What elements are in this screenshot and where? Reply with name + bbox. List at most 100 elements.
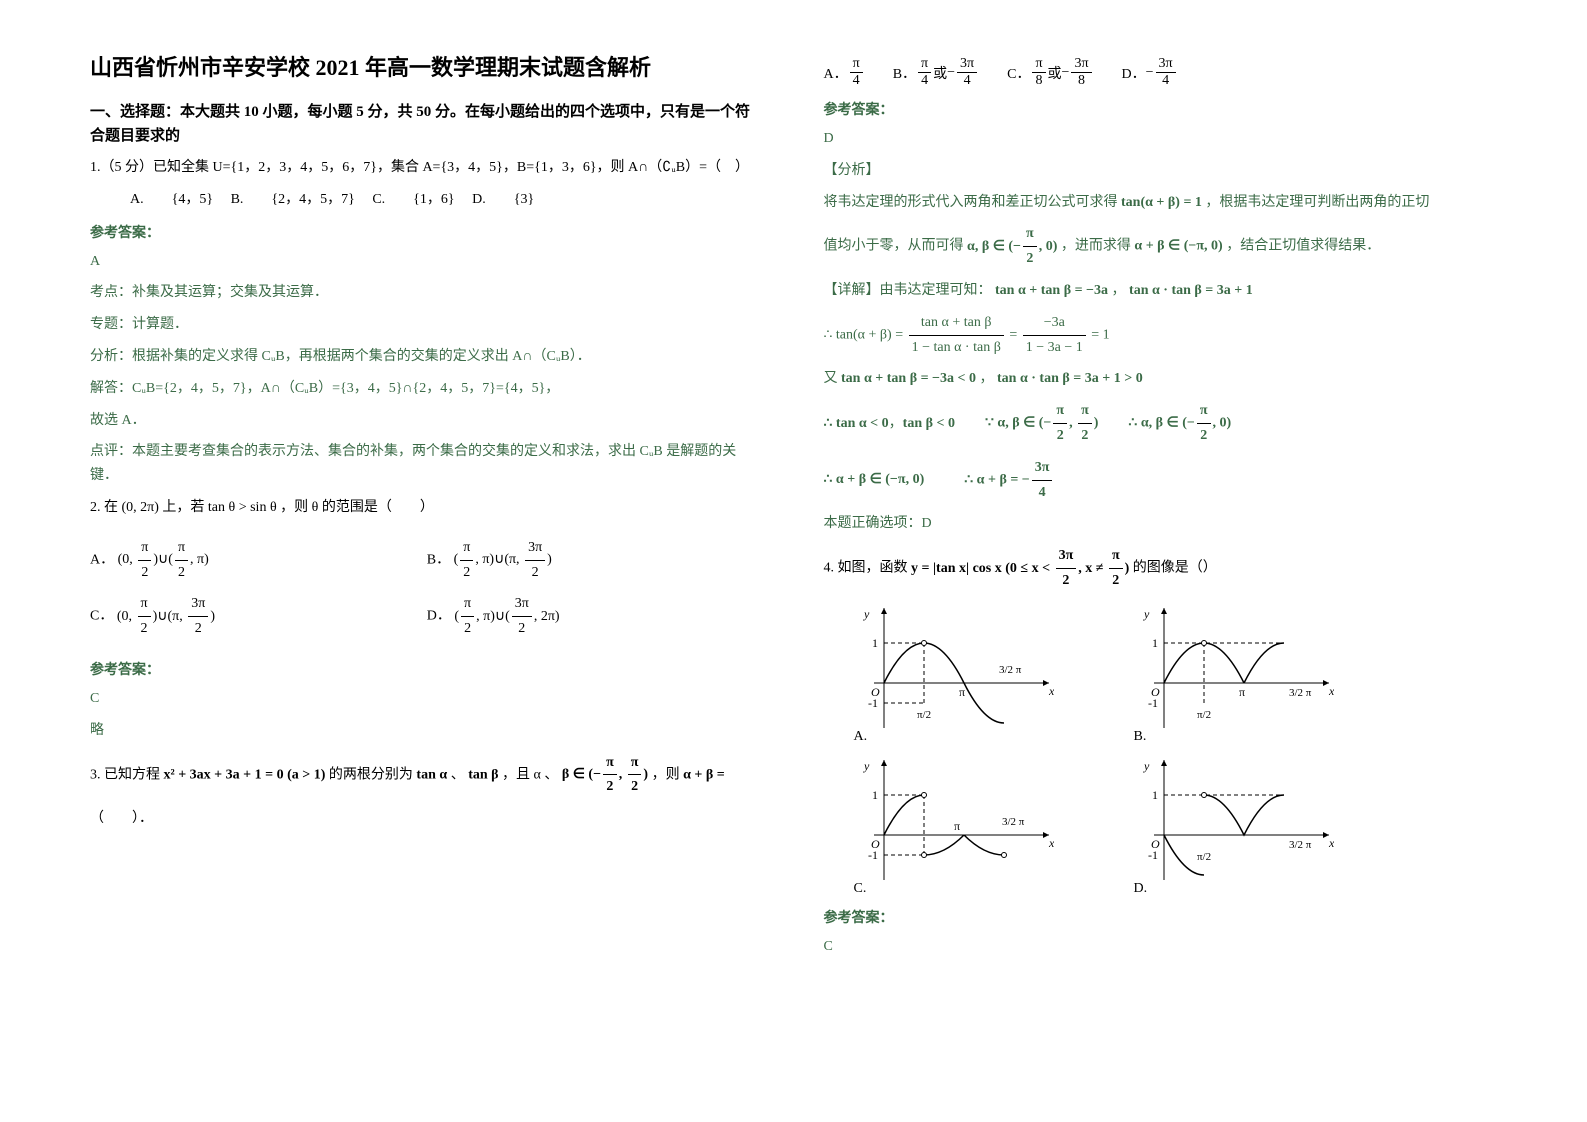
q3-l2c: ，结合正切值求得结果． bbox=[1226, 239, 1380, 254]
q2-options: A． (0, π2)∪(π2, π) C． (0, π2)∪(π, 3π2) B… bbox=[90, 528, 764, 649]
q3-t2: tan β bbox=[468, 767, 498, 782]
q3-eq3: = 1 bbox=[1091, 327, 1109, 342]
q2-answer: C bbox=[90, 687, 764, 711]
q3-abin: α, β ∈ (−π2, 0) bbox=[967, 239, 1057, 254]
q3-l8: 本题正确选项：D bbox=[824, 512, 1498, 536]
q2-opt-b: B． (π2, π)∪(π, 3π2) bbox=[427, 536, 764, 585]
q2-a-math: (0, π2)∪(π2, π) bbox=[118, 552, 209, 567]
svg-text:-1: -1 bbox=[1148, 848, 1158, 862]
q1-opt-c: C. {1，6} bbox=[372, 192, 454, 207]
svg-text:π/2: π/2 bbox=[917, 709, 931, 721]
q3-b-or: 或 bbox=[933, 63, 947, 83]
q2-note: 略 bbox=[90, 719, 764, 743]
q3-l5: 又 tan α + tan β = −3a < 0 ， tan α · tan … bbox=[824, 367, 1498, 391]
q3-fx: 【分析】 bbox=[824, 159, 1498, 183]
q3-e: α 、 bbox=[534, 767, 559, 782]
q3-l7: ∴ α + β ∈ (−π, 0) ∴ α + β = −3π4 bbox=[824, 456, 1498, 505]
svg-text:x: x bbox=[1328, 684, 1334, 698]
svg-text:y: y bbox=[863, 759, 870, 773]
q2-d-label: D． bbox=[427, 609, 451, 624]
q3-eq: x² + 3ax + 3a + 1 = 0 (a > 1) bbox=[164, 767, 326, 782]
svg-text:π/2: π/2 bbox=[1197, 851, 1211, 863]
q3-l5prod: tan α · tan β = 3a + 1 > 0 bbox=[997, 371, 1143, 386]
q1-l2: 专题：计算题． bbox=[90, 313, 764, 337]
q3-answer: D bbox=[824, 127, 1498, 151]
q3-l5sum: tan α + tan β = −3a < 0 bbox=[841, 371, 976, 386]
q2-opt-a: A． (0, π2)∪(π2, π) bbox=[90, 536, 427, 585]
q3-d-lbl: D． bbox=[1122, 63, 1146, 83]
q3-a-lbl: A． bbox=[824, 63, 848, 83]
chart-b: y x O 1 -1 π/2 π 3/2 π bbox=[1134, 603, 1334, 733]
part1-heading: 一、选择题：本大题共 10 小题，每小题 5 分，共 50 分。在每小题给出的四… bbox=[90, 100, 764, 148]
q3-sum: tan α + tan β = −3a bbox=[995, 283, 1108, 298]
left-column: 山西省忻州市辛安学校 2021 年高一数学理期末试题含解析 一、选择题：本大题共… bbox=[90, 50, 764, 967]
q3-l4a: ∴ tan(α + β) = bbox=[824, 327, 904, 342]
q3-l3a: 【详解】由韦达定理可知： bbox=[824, 283, 992, 298]
q1-l5: 故选 A． bbox=[90, 409, 764, 433]
q3-l2b: ，进而求得 bbox=[1061, 239, 1131, 254]
q3-l2a: 值均小于零，从而可得 bbox=[824, 239, 964, 254]
svg-text:-1: -1 bbox=[868, 696, 878, 710]
svg-text:1: 1 bbox=[1152, 636, 1158, 650]
q4-graph-b: y x O 1 -1 π/2 π 3/2 π B. bbox=[1134, 603, 1334, 745]
q2-pre: 2. 在 bbox=[90, 500, 118, 515]
q2-d-math: (π2, π)∪(3π2, 2π) bbox=[454, 609, 559, 624]
svg-text:-1: -1 bbox=[1148, 696, 1158, 710]
q3-l6e: ∴ α, β ∈ (−π2, 0) bbox=[1128, 399, 1231, 448]
chart-a: y x O 1 -1 π/2 π 3/2 π bbox=[854, 603, 1054, 733]
q3-l4: ∴ tan(α + β) = tan α + tan β1 − tan α · … bbox=[824, 311, 1498, 360]
q4-stem: 4. 如图，函数 y = |tan x| cos x (0 ≤ x < 3π2,… bbox=[824, 544, 1498, 593]
right-column: A． π4 B． π4 或 −3π4 C． π8 或 −3π8 D． −3π4 … bbox=[824, 50, 1498, 967]
svg-text:y: y bbox=[1143, 759, 1150, 773]
q3-l1b: ，根据韦达定理可判断出两角的正切 bbox=[1205, 195, 1429, 210]
q3-options: A． π4 B． π4 或 −3π4 C． π8 或 −3π8 D． −3π4 bbox=[824, 56, 1498, 89]
q3-c-or: 或 bbox=[1048, 63, 1062, 83]
q3-ref: 参考答案： bbox=[824, 99, 1498, 119]
q3-l6: ∴ tan α < 0，tan β < 0 ∵ α, β ∈ (−π2, π2)… bbox=[824, 399, 1498, 448]
svg-text:1: 1 bbox=[1152, 788, 1158, 802]
q4-d-label: D. bbox=[1134, 881, 1334, 897]
q4-ref: 参考答案： bbox=[824, 907, 1498, 927]
q4-graph-c: y x O 1 -1 π 3/2 π C. bbox=[854, 755, 1054, 897]
q4-answer: C bbox=[824, 935, 1498, 959]
q1-ref: 参考答案： bbox=[90, 222, 764, 242]
svg-text:3/2 π: 3/2 π bbox=[1002, 816, 1025, 828]
svg-text:π: π bbox=[959, 685, 965, 699]
q1-l3: 分析：根据补集的定义求得 CᵤB，再根据两个集合的交集的定义求出 A∩（CᵤB）… bbox=[90, 345, 764, 369]
q2-c-label: C． bbox=[90, 609, 113, 624]
q3-opt-b: B． π4 或 −3π4 bbox=[893, 56, 979, 89]
q3-l6b: ， bbox=[889, 416, 903, 431]
q3-opt-c: C． π8 或 −3π8 bbox=[1007, 56, 1093, 89]
q2-mid: 上，若 tan θ > sin θ ，则 θ 的范围是（ ） bbox=[162, 500, 433, 515]
q3-l3: 【详解】由韦达定理可知： tan α + tan β = −3a ， tan α… bbox=[824, 279, 1498, 303]
q1-options: A. {4，5} B. {2，4，5，7} C. {1，6} D. {3} bbox=[130, 188, 764, 212]
q3-b-lbl: B． bbox=[893, 63, 916, 83]
q3-opt-d: D． −3π4 bbox=[1122, 56, 1178, 89]
q4-b: 的图像是（） bbox=[1133, 561, 1217, 576]
svg-text:x: x bbox=[1328, 836, 1334, 850]
q3-prod: tan α · tan β = 3a + 1 bbox=[1129, 283, 1253, 298]
q1-answer: A bbox=[90, 250, 764, 274]
q3-eq2: = bbox=[1009, 327, 1017, 342]
svg-text:x: x bbox=[1048, 684, 1054, 698]
q1-opt-b: B. {2，4，5，7} bbox=[231, 192, 355, 207]
q3-l1a: 将韦达定理的形式代入两角和差正切公式可求得 bbox=[824, 195, 1118, 210]
q3-l6d: ∵ α, β ∈ (−π2, π2) bbox=[985, 399, 1098, 448]
svg-text:x: x bbox=[1048, 836, 1054, 850]
q4-a: 4. 如图，函数 bbox=[824, 561, 908, 576]
q4-graphs-row2: y x O 1 -1 π 3/2 π C. bbox=[854, 755, 1498, 897]
svg-text:y: y bbox=[863, 607, 870, 621]
q1-opt-a: A. {4，5} bbox=[130, 192, 213, 207]
chart-c: y x O 1 -1 π 3/2 π bbox=[854, 755, 1054, 885]
q3-d: ，且 bbox=[502, 767, 530, 782]
q3-l3b: ， bbox=[1112, 283, 1126, 298]
q3-range: β ∈ (−π2, π2) bbox=[562, 767, 648, 782]
svg-text:π: π bbox=[1239, 685, 1245, 699]
svg-text:-1: -1 bbox=[868, 848, 878, 862]
q3-tail: （ ）． bbox=[90, 807, 764, 831]
svg-text:3/2 π: 3/2 π bbox=[1289, 687, 1312, 699]
q3-l6c: tan β < 0 bbox=[903, 416, 955, 431]
q3-b: 的两根分别为 bbox=[329, 767, 413, 782]
q4-fn: y = |tan x| cos x (0 ≤ x < 3π2, x ≠ π2) bbox=[911, 561, 1129, 576]
q3-tan-ab: tan(α + β) = 1 bbox=[1121, 195, 1202, 210]
